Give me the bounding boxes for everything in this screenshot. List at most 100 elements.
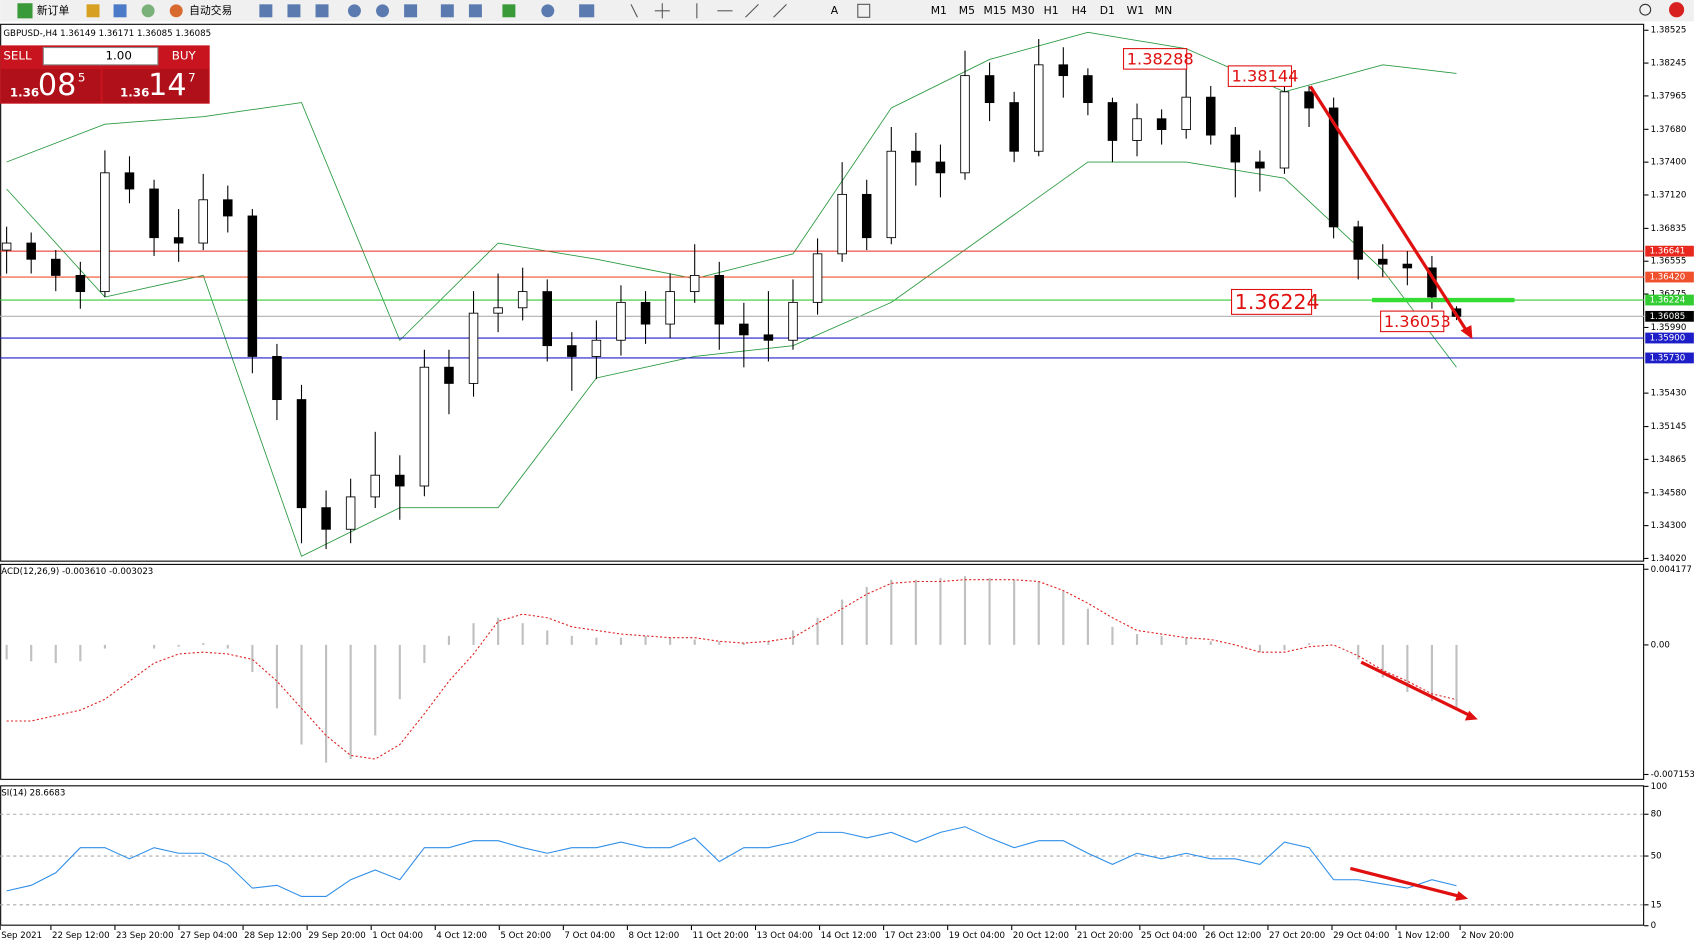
candle-body: [26, 242, 36, 260]
candle-body: [1255, 161, 1265, 169]
price-level-label-bg: [1645, 245, 1694, 257]
timeframe[interactable]: M5: [959, 4, 975, 17]
candle-body: [1304, 91, 1314, 109]
tool-icon[interactable]: [315, 4, 329, 18]
candle-body: [911, 150, 921, 163]
macd-arrow: [1360, 660, 1473, 718]
candle-body: [984, 75, 995, 104]
candle-body: [124, 172, 135, 190]
price-level-label: 1.36420: [1650, 273, 1686, 283]
timeframe[interactable]: H1: [1044, 4, 1059, 17]
x-tick-label: Sep 2021: [1, 931, 42, 941]
arrow-head: [1464, 710, 1478, 721]
lots[interactable]: 1.00: [105, 49, 131, 63]
zoom-in[interactable]: [347, 4, 361, 18]
candle-body: [198, 199, 208, 244]
tool-icon[interactable]: [468, 4, 482, 18]
new-order[interactable]: 新订单: [37, 3, 70, 17]
x-tick-label: 7 Oct 04:00: [564, 931, 615, 941]
rsi-arrow: [1349, 866, 1461, 899]
timeframe[interactable]: M1: [931, 4, 947, 17]
annotation: 1.38288: [1127, 49, 1194, 68]
x-tick-label: 19 Oct 04:00: [949, 931, 1005, 941]
candle-body: [861, 193, 872, 239]
new-order-icon[interactable]: [17, 3, 33, 19]
cursor[interactable]: [630, 4, 638, 18]
y-tick-label: 1.37680: [1651, 125, 1687, 135]
toolbar-bg: [0, 0, 1694, 22]
x-tick-label: 1 Nov 12:00: [1397, 931, 1450, 941]
candle-body: [640, 301, 651, 325]
tool-icon[interactable]: [86, 4, 100, 18]
timeframe[interactable]: M30: [1012, 4, 1035, 17]
candle-body: [714, 274, 725, 325]
search[interactable]: [1639, 3, 1652, 16]
y-tick-label: 1.35430: [1651, 389, 1687, 399]
y-tick-label: 1.37965: [1651, 91, 1687, 101]
zoom-out[interactable]: [376, 4, 390, 18]
y-tick-label: 0.00: [1651, 640, 1670, 650]
candle-body: [321, 507, 331, 530]
templates[interactable]: [579, 4, 595, 18]
y-tick-label: 1.37120: [1651, 190, 1687, 200]
macd-signal: [6, 579, 1457, 760]
chart-bg: [0, 21, 1694, 943]
candle-body: [1083, 75, 1093, 104]
chart-title: GBPUSD-,H4 1.36149 1.36171 1.36085 1.360…: [3, 29, 211, 39]
sell-point: 5: [78, 70, 86, 84]
timeframe[interactable]: H4: [1072, 4, 1087, 17]
buy-button[interactable]: BUY: [172, 49, 197, 63]
y-tick-label: 1.36555: [1651, 257, 1687, 267]
timeframe[interactable]: W1: [1127, 4, 1145, 17]
tool-icon[interactable]: [404, 4, 418, 18]
notifications[interactable]: [1669, 2, 1685, 18]
x-tick-label: 2 Nov 20:00: [1461, 931, 1514, 941]
tool-icons: [259, 4, 595, 18]
tool-icon[interactable]: [287, 4, 301, 18]
tool-icon[interactable]: [141, 4, 155, 18]
text-tool[interactable]: A: [831, 4, 839, 17]
sell-price-box[interactable]: [1, 69, 101, 103]
toolbar: 新订单 自动交易 A M1 M5 M1: [0, 0, 1694, 22]
trendline[interactable]: [745, 3, 759, 18]
candle-body: [739, 323, 749, 336]
buy-price-box[interactable]: [102, 69, 209, 103]
y-tick-label: -0.007153: [1651, 770, 1694, 780]
timeframe[interactable]: D1: [1100, 4, 1115, 17]
price-level-label-bg: [1645, 352, 1694, 364]
y-tick-label: 1.34865: [1651, 455, 1687, 465]
label-tool[interactable]: [857, 3, 871, 18]
y-tick-label: 1.38525: [1651, 26, 1687, 36]
candle-body: [1033, 64, 1044, 152]
candle-body: [272, 356, 282, 401]
x-tick-label: 14 Oct 12:00: [821, 931, 877, 941]
rsi-line: [6, 826, 1457, 897]
x-tick-label: 29 Oct 04:00: [1333, 931, 1389, 941]
candle-body: [223, 199, 233, 217]
y-tick-label: 1.36275: [1651, 290, 1687, 300]
candle-body: [1402, 263, 1413, 269]
auto-trading-icon[interactable]: [169, 4, 183, 18]
timeframe[interactable]: MN: [1155, 4, 1172, 17]
channel[interactable]: [773, 3, 787, 18]
price-level-label-bg: [1645, 271, 1694, 283]
tool-icon[interactable]: [440, 4, 454, 18]
sell-button[interactable]: SELL: [3, 49, 32, 63]
draw-tools: [630, 3, 787, 19]
y-tick-label: 1.35145: [1651, 422, 1687, 432]
candle-body: [616, 301, 626, 341]
x-tick-label: 8 Oct 12:00: [628, 931, 679, 941]
annotation: 1.36224: [1235, 290, 1320, 314]
candle-body: [1156, 118, 1167, 130]
buy-pips: 14: [148, 68, 186, 103]
indicators[interactable]: [502, 4, 516, 18]
tool-icon[interactable]: [259, 4, 273, 18]
trend-arrow: [1309, 85, 1471, 336]
candle-body: [419, 366, 430, 487]
annotation: 1.36053: [1384, 312, 1451, 331]
tool-icon[interactable]: [113, 4, 127, 18]
timeframe[interactable]: M15: [983, 4, 1006, 17]
periods[interactable]: [541, 4, 555, 18]
auto-trading[interactable]: 自动交易: [189, 3, 232, 17]
lots-input[interactable]: [42, 46, 159, 66]
